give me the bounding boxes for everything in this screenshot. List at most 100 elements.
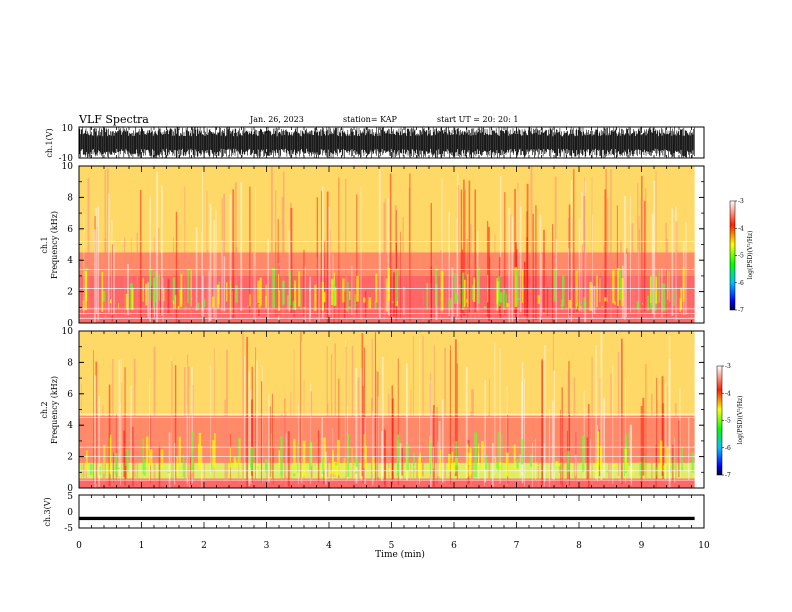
ch1-spectrogram-image (79, 166, 695, 323)
spectrogram-striation (330, 354, 333, 478)
spectrogram-striation (326, 346, 328, 478)
spectrogram-striation (494, 234, 496, 311)
spectrogram-burst (198, 432, 202, 470)
spectrogram-striation (450, 344, 451, 485)
spectrogram-striation (344, 291, 346, 319)
spectrogram-striation (210, 365, 211, 476)
ch1-colorbar-tick-label: -4 (738, 225, 744, 232)
spectrogram-striation (94, 216, 97, 314)
spectrogram-striation (468, 180, 471, 313)
spectrogram-burst (463, 279, 466, 307)
spectrogram-striation (149, 379, 151, 481)
spectrogram-burst (160, 449, 164, 468)
spectrogram-striation (355, 368, 358, 484)
spectrogram-striation (637, 183, 639, 316)
spectrogram-striation (413, 335, 415, 484)
spectrogram-striation (488, 226, 490, 321)
spectrogram-burst (578, 306, 582, 308)
spectrogram-striation (521, 362, 524, 484)
spectrogram-striation (521, 381, 523, 476)
spectrogram-burst (474, 432, 477, 477)
spectrogram-burst (537, 295, 540, 304)
spectrogram-striation (385, 277, 387, 312)
spectrogram-striation (189, 275, 191, 319)
spectrogram-burst (216, 284, 220, 309)
spectrogram-striation (285, 433, 288, 477)
spectrogram-striation (638, 249, 640, 313)
spectrogram-striation (364, 418, 366, 485)
spectrogram-striation (133, 358, 136, 478)
spectrogram-burst (515, 269, 519, 306)
spectrogram-burst (125, 293, 129, 310)
spectrogram-striation (221, 288, 223, 316)
spectrogram-striation (401, 446, 403, 476)
spectrogram-burst (321, 458, 324, 475)
spectrogram-striation (246, 337, 249, 488)
spectrogram-striation (290, 392, 292, 485)
ch1-colorbar-tick-label: -7 (738, 307, 744, 314)
spectrogram-striation (174, 365, 177, 482)
spectrogram-striation (657, 400, 659, 482)
spectrogram-burst (190, 269, 192, 307)
ch3-waveform-trace (79, 516, 695, 521)
spectrogram-striation (393, 272, 395, 317)
spectrogram-burst (468, 452, 472, 465)
spectrogram-striation (156, 171, 159, 323)
spectrogram-burst (188, 467, 190, 471)
spectrogram-striation (470, 224, 472, 318)
spectrogram-striation (484, 380, 486, 483)
spectrogram-burst (346, 282, 349, 312)
spectrogram-striation (623, 196, 626, 320)
spectrogram-striation (221, 240, 223, 311)
spectrogram-striation (472, 389, 474, 481)
spectrogram-striation (451, 267, 454, 322)
spectrogram-striation (362, 371, 364, 488)
spectrogram-striation (598, 429, 601, 477)
ch2-colorbar-tick-label: -7 (725, 472, 731, 479)
spectrogram-striation (640, 405, 643, 485)
spectrogram-striation (329, 229, 331, 316)
spectrogram-striation (631, 223, 634, 312)
ch1-waveform-panel: 10 -10 ch.1(V) (45, 124, 705, 164)
spectrogram-striation (507, 414, 509, 484)
spectrogram-burst (673, 459, 675, 470)
spectrogram-burst (203, 471, 205, 473)
spectrogram-striation (539, 214, 542, 323)
spectrogram-striation (360, 368, 363, 480)
spectrogram-burst (167, 471, 170, 473)
spectrogram-striation (668, 335, 671, 482)
spectrogram-striation (187, 366, 190, 486)
spectrogram-striation (226, 349, 228, 482)
spectrogram-burst (154, 270, 157, 303)
spectrogram-burst (495, 463, 498, 469)
spectrogram-striation (592, 214, 593, 313)
spectrogram-burst (250, 306, 253, 308)
spectrogram-burst (265, 284, 267, 302)
spectrogram-burst (455, 293, 458, 302)
spectrogram-striation (586, 437, 589, 480)
spectrogram-burst (85, 450, 88, 471)
spectrogram-burst (322, 291, 326, 303)
spectrogram-striation (511, 216, 514, 322)
ch2-colorbar-tick-label: -5 (725, 418, 731, 425)
spectrogram-striation (608, 421, 610, 484)
spectrogram-striation (362, 385, 364, 484)
spectrogram-burst (150, 470, 154, 472)
spectrogram-striation (273, 448, 274, 485)
ch1-freq-tick-label: 8 (67, 193, 73, 203)
spectrogram-burst (614, 301, 616, 305)
spectrogram-striation (318, 241, 320, 322)
spectrogram-striation (441, 399, 444, 483)
spectrogram-striation (620, 240, 622, 319)
spectrogram-burst (448, 453, 451, 472)
spectrogram-band (79, 331, 695, 416)
spectrogram-burst (297, 441, 299, 473)
spectrogram-striation (284, 398, 286, 480)
spectrogram-striation (96, 226, 99, 316)
spectrogram-striation (345, 346, 347, 485)
spectrogram-striation (603, 399, 605, 477)
spectrogram-striation (549, 430, 552, 485)
spectrogram-striation (600, 331, 603, 481)
spectrogram-burst (146, 436, 149, 466)
spectrogram-striation (275, 190, 277, 311)
